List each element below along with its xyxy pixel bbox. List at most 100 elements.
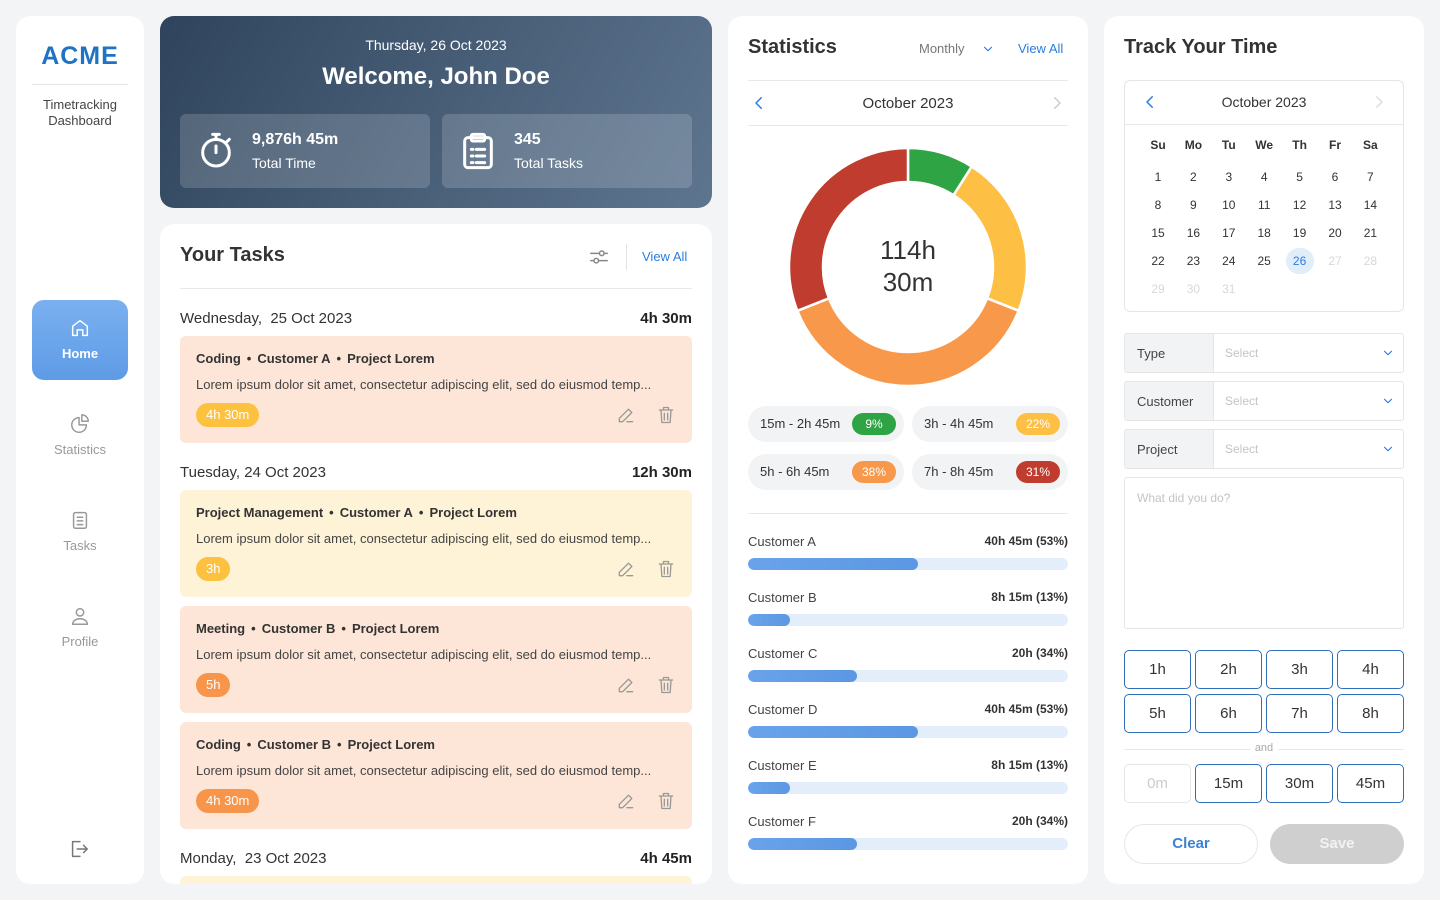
delete-button[interactable] bbox=[656, 559, 676, 579]
task-customer: Customer B bbox=[257, 737, 332, 752]
calendar-day[interactable]: 24 bbox=[1222, 254, 1236, 268]
nav-item[interactable]: Statistics bbox=[32, 396, 128, 476]
progress-track bbox=[748, 726, 1068, 738]
bullet bbox=[241, 737, 258, 752]
chevron-right bbox=[1376, 96, 1383, 108]
customer-name: Customer D bbox=[748, 702, 818, 717]
prev-month[interactable] bbox=[750, 94, 768, 112]
current-date: Thursday, 26 Oct 2023 bbox=[365, 37, 507, 53]
calendar-day[interactable]: 10 bbox=[1222, 198, 1236, 212]
calendar-day[interactable]: 16 bbox=[1186, 226, 1201, 240]
edit-button[interactable] bbox=[616, 559, 636, 579]
calendar-day[interactable]: 5 bbox=[1296, 170, 1303, 184]
bullet bbox=[245, 621, 262, 636]
next-month[interactable] bbox=[1048, 94, 1066, 112]
stat-icon bbox=[463, 132, 493, 170]
period-dropdown[interactable]: Monthly bbox=[919, 41, 993, 57]
welcome-title: Welcome, John Doe bbox=[322, 63, 550, 90]
delete-button[interactable] bbox=[656, 675, 676, 695]
day-header: Wednesday, 25 Oct 2023 4h 30m bbox=[180, 300, 692, 336]
calendar-day[interactable]: 14 bbox=[1363, 198, 1378, 212]
calendar-day[interactable]: 6 bbox=[1331, 170, 1339, 184]
task-type: Meeting bbox=[196, 621, 246, 636]
calendar-day[interactable]: 18 bbox=[1257, 226, 1271, 240]
calendar-day[interactable]: 26 bbox=[1285, 248, 1314, 274]
calendar-day[interactable]: 25 bbox=[1257, 254, 1271, 268]
statistics-panel: Statistics Monthly View All October 2023 114… bbox=[728, 16, 1088, 884]
duration-button[interactable]: 3h bbox=[1266, 650, 1333, 689]
duration-button[interactable]: 2h bbox=[1195, 650, 1262, 689]
task-type: Project Management bbox=[196, 505, 324, 520]
icon-part bbox=[618, 408, 634, 423]
duration-button[interactable]: 7h bbox=[1266, 694, 1333, 733]
delete-button[interactable] bbox=[656, 791, 676, 811]
note-placeholder: What did you do? bbox=[1137, 491, 1231, 505]
next-month[interactable] bbox=[1370, 93, 1388, 111]
icon-part bbox=[71, 840, 88, 858]
form-field[interactable]: Project Select bbox=[1124, 429, 1404, 469]
legend-percent: 9% bbox=[852, 413, 896, 435]
logout-button[interactable] bbox=[68, 838, 92, 862]
calendar-day[interactable]: 23 bbox=[1186, 254, 1201, 268]
prev-month[interactable] bbox=[1141, 93, 1159, 111]
duration-button[interactable]: 45m bbox=[1337, 764, 1404, 803]
save-button[interactable]: Save bbox=[1270, 824, 1404, 864]
clear-button[interactable]: Clear bbox=[1124, 824, 1258, 864]
calendar-day[interactable]: 15 bbox=[1151, 226, 1165, 240]
icon-part bbox=[755, 97, 762, 109]
form-field[interactable]: Type Select bbox=[1124, 333, 1404, 373]
calendar-day[interactable]: 13 bbox=[1328, 198, 1342, 212]
day-date: Tuesday, 24 Oct 2023 bbox=[180, 463, 326, 481]
calendar-day[interactable]: 12 bbox=[1292, 198, 1307, 212]
icon-part bbox=[469, 132, 487, 143]
view-all-link[interactable]: View All bbox=[642, 249, 688, 264]
task-customer: Customer A bbox=[339, 505, 413, 520]
statistics-title: Statistics bbox=[748, 36, 837, 58]
calendar: October 2023 Su Mo Tu We Th Fr Sa 1 2 3 4 5 6 7 8 9 10 11 1… bbox=[1124, 80, 1404, 312]
edit-button[interactable] bbox=[616, 675, 636, 695]
duration-button[interactable]: 1h bbox=[1124, 650, 1191, 689]
calendar-day[interactable]: 17 bbox=[1222, 226, 1236, 240]
duration-button[interactable]: 8h bbox=[1337, 694, 1404, 733]
calendar-day[interactable]: 7 bbox=[1367, 170, 1374, 184]
icon-part bbox=[1054, 97, 1061, 109]
calendar-day[interactable]: 1 bbox=[1154, 170, 1162, 184]
calendar-day[interactable]: 20 bbox=[1328, 226, 1342, 240]
divider bbox=[32, 84, 128, 85]
calendar-day[interactable]: 19 bbox=[1292, 226, 1307, 240]
calendar-day[interactable]: 22 bbox=[1151, 254, 1165, 268]
calendar-day[interactable]: 2 bbox=[1190, 170, 1197, 184]
duration-button[interactable]: 15m bbox=[1195, 764, 1262, 803]
icon-part bbox=[72, 511, 88, 529]
calendar-day[interactable]: 4 bbox=[1260, 170, 1268, 184]
task-list: Wednesday, 25 Oct 2023 4h 30m Coding Custom… bbox=[180, 300, 692, 884]
nav-item[interactable]: Home bbox=[32, 300, 128, 380]
calendar-day[interactable]: 3 bbox=[1225, 170, 1233, 184]
duration-button[interactable]: 30m bbox=[1266, 764, 1333, 803]
edit-button[interactable] bbox=[616, 791, 636, 811]
calendar-day: 30 bbox=[1186, 282, 1201, 296]
nav-item[interactable]: Tasks bbox=[32, 492, 128, 572]
duration-button[interactable]: 6h bbox=[1195, 694, 1262, 733]
stat-value: 9,876h 45m bbox=[252, 131, 339, 148]
field-label: Project bbox=[1137, 442, 1178, 457]
calendar-day[interactable]: 9 bbox=[1190, 198, 1197, 212]
calendar-day[interactable]: 11 bbox=[1257, 198, 1271, 212]
duration-button: 0m bbox=[1124, 764, 1191, 803]
form-field[interactable]: Customer Select bbox=[1124, 381, 1404, 421]
calendar-day[interactable]: 8 bbox=[1154, 198, 1162, 212]
calendar-day[interactable]: 21 bbox=[1363, 226, 1378, 240]
logout-icon bbox=[71, 840, 88, 858]
view-all-link[interactable]: View All bbox=[1018, 41, 1064, 56]
bullet bbox=[323, 505, 340, 520]
edit-button[interactable] bbox=[616, 405, 636, 425]
icon-part bbox=[81, 414, 89, 422]
filter-button[interactable] bbox=[588, 246, 610, 268]
note-textarea[interactable]: What did you do? bbox=[1124, 477, 1404, 629]
duration-button[interactable]: 5h bbox=[1124, 694, 1191, 733]
delete-button[interactable] bbox=[656, 405, 676, 425]
nav-item[interactable]: Profile bbox=[32, 588, 128, 668]
task-meta: Coding Customer B Project Lorem bbox=[196, 737, 435, 752]
bullet bbox=[331, 737, 348, 752]
duration-button[interactable]: 4h bbox=[1337, 650, 1404, 689]
